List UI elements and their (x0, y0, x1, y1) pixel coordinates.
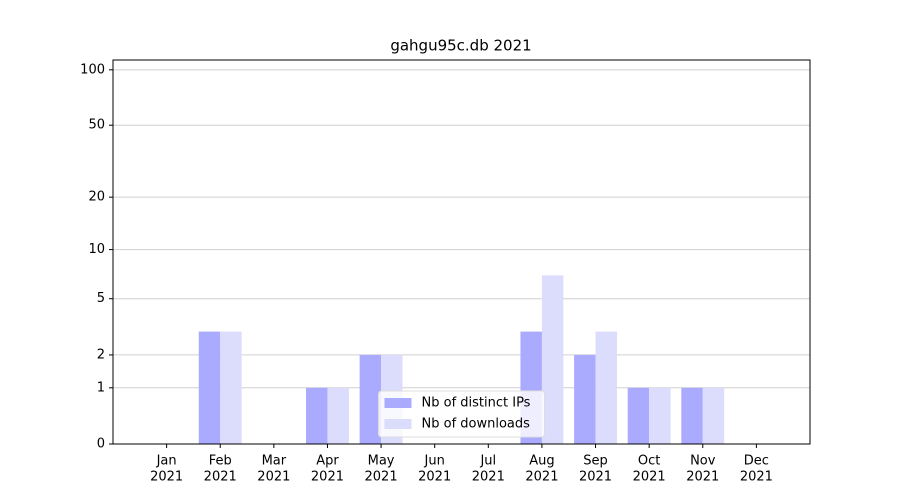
y-tick-label: 50 (88, 118, 105, 133)
x-tick-label: 2021 (311, 470, 344, 485)
bar (574, 354, 596, 444)
bar (702, 387, 725, 444)
y-tick-label: 100 (80, 62, 105, 77)
y-tick-label: 5 (97, 291, 105, 306)
x-tick-label: Jun (424, 454, 445, 469)
x-tick-label: 2021 (525, 470, 558, 485)
x-tick-label: 2021 (257, 470, 290, 485)
x-tick-label: Feb (209, 454, 232, 469)
bar (306, 387, 328, 444)
legend: Nb of distinct IPs Nb of downloads (378, 390, 545, 438)
bar (220, 331, 242, 444)
x-tick-label: Jan (156, 454, 177, 469)
legend-swatch (384, 398, 412, 408)
x-tick-label: Nov (690, 454, 716, 469)
x-tick-label: 2021 (579, 470, 612, 485)
x-tick-label: 2021 (740, 470, 773, 485)
y-tick-label: 1 (97, 380, 105, 395)
bar (359, 354, 382, 444)
x-tick-label: Aug (529, 454, 554, 469)
chart-title: gahgu95c.db 2021 (390, 37, 531, 55)
x-tick-label: Oct (638, 454, 660, 469)
x-tick-label: 2021 (204, 470, 237, 485)
bar (595, 331, 617, 444)
x-tick-label: 2021 (150, 470, 183, 485)
x-tick-label: 2021 (472, 470, 505, 485)
bar (627, 387, 650, 444)
bar (198, 331, 221, 444)
x-tick-label: 2021 (365, 470, 398, 485)
x-tick-label: Apr (316, 454, 339, 469)
x-tick-label: Jul (479, 454, 496, 469)
x-tick-label: Mar (262, 454, 287, 469)
plot-frame (112, 59, 811, 445)
y-tick-label: 10 (88, 242, 105, 257)
x-tick-label: 2021 (633, 470, 666, 485)
x-tick-label: Dec (744, 454, 769, 469)
legend-label: Nb of downloads (422, 417, 531, 432)
x-tick-label: 2021 (686, 470, 719, 485)
legend-swatch (384, 419, 412, 429)
y-tick-label: 20 (88, 190, 105, 205)
bar (649, 387, 671, 444)
y-tick-label: 2 (97, 347, 105, 362)
y-tick-label: 0 (97, 437, 105, 452)
x-tick-label: Sep (583, 454, 608, 469)
x-tick-label: 2021 (418, 470, 451, 485)
legend-box (378, 390, 545, 438)
bar (681, 387, 703, 444)
legend-label: Nb of distinct IPs (422, 396, 531, 411)
bar (327, 387, 349, 444)
bar (541, 275, 564, 444)
x-tick-label: May (368, 454, 395, 469)
